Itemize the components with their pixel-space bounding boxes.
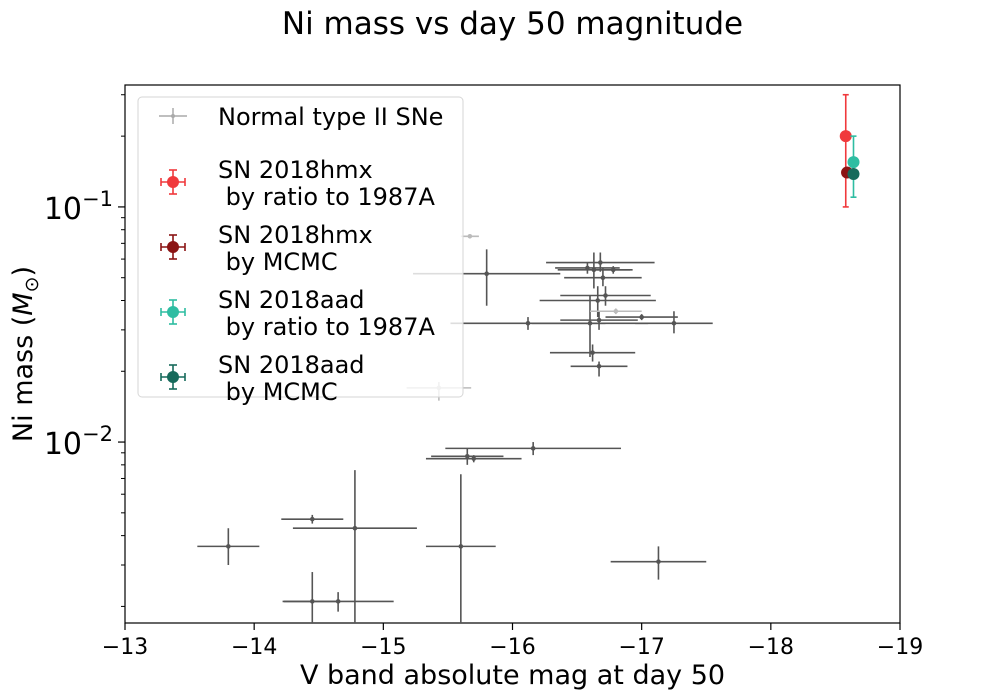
data-point <box>610 267 616 273</box>
legend-entry-2: SN 2018hmx by MCMC <box>160 221 373 276</box>
y-tick-label: 10−2 <box>44 422 113 462</box>
axes: −13 −14 −15 −16 −17 −18 −19 V band absolute mag… <box>8 84 923 691</box>
legend-label: SN 2018aad by ratio to 1987A <box>218 286 435 341</box>
data-point <box>847 168 860 181</box>
data-point <box>656 559 661 564</box>
legend-box <box>137 96 464 398</box>
legend-entry-4: SN 2018aad by MCMC <box>160 351 365 406</box>
data-point <box>847 156 860 169</box>
x-tick-label: −16 <box>489 635 535 660</box>
data-point <box>335 599 341 604</box>
x-axis-label: V band absolute mag at day 50 <box>300 660 725 691</box>
x-tick-label: −14 <box>231 635 277 660</box>
data-marks <box>197 93 860 623</box>
series-0 <box>197 249 713 623</box>
data-point <box>464 453 470 459</box>
legend-entry-3: SN 2018aad by ratio to 1987A <box>160 286 435 341</box>
x-tick-label: −15 <box>360 635 406 660</box>
legend-entry-0: Normal type II SNe <box>159 103 443 131</box>
x-tick-label: −13 <box>102 635 148 660</box>
data-point <box>226 544 231 549</box>
data-point <box>595 298 601 303</box>
data-point <box>639 314 644 320</box>
y-tick-label: 10−1 <box>44 187 113 227</box>
legend-label: SN 2018hmx by MCMC <box>218 221 373 276</box>
x-tick-label: −18 <box>748 635 794 660</box>
data-point <box>590 350 595 355</box>
legend-entry-1: SN 2018hmx by ratio to 1987A <box>160 156 435 211</box>
data-point <box>525 320 531 326</box>
legend-marker <box>167 306 179 318</box>
data-point <box>839 130 852 143</box>
data-point <box>603 293 608 298</box>
x-tick-label: −17 <box>618 635 664 660</box>
data-point <box>596 363 602 369</box>
chart-title: Ni mass vs day 50 magnitude <box>281 6 744 42</box>
data-point <box>467 233 473 239</box>
legend-label: SN 2018hmx by ratio to 1987A <box>218 156 435 211</box>
data-point <box>352 525 358 531</box>
legend-marker <box>167 241 179 253</box>
data-point <box>600 275 606 281</box>
data-point <box>671 320 677 326</box>
legend-marker <box>167 371 179 383</box>
legend: Normal type II SNe SN 2018hmx by ratio to… <box>137 96 464 406</box>
series-2 <box>839 93 852 208</box>
data-point <box>613 308 619 314</box>
legend-label: SN 2018aad by MCMC <box>218 351 365 406</box>
data-point <box>587 320 593 326</box>
legend-marker <box>171 114 175 118</box>
series-5 <box>847 168 860 181</box>
data-point <box>596 317 602 323</box>
data-point <box>458 544 464 549</box>
legend-marker <box>167 176 179 188</box>
series-4 <box>847 135 860 198</box>
data-point <box>309 516 315 522</box>
x-tick-label: −19 <box>877 635 923 660</box>
y-axis-label: Ni mass (M⊙) <box>8 266 43 442</box>
legend-label: Normal type II SNe <box>218 103 443 131</box>
data-point <box>471 456 477 461</box>
data-point <box>530 446 536 451</box>
data-point <box>484 271 489 276</box>
data-point <box>598 260 603 265</box>
